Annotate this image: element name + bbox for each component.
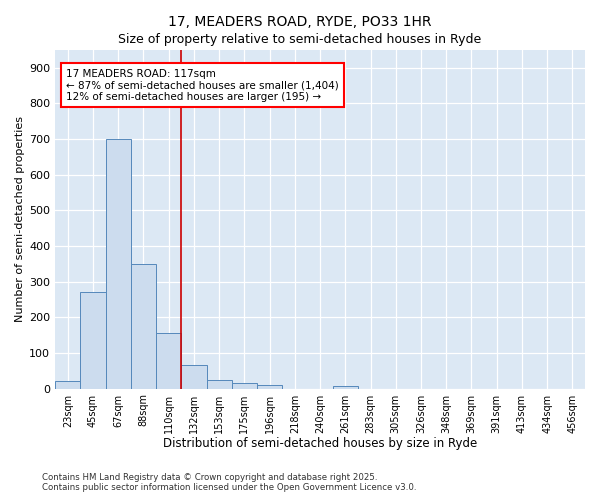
Bar	[232, 384, 257, 388]
Bar	[80, 292, 106, 388]
Text: 17, MEADERS ROAD, RYDE, PO33 1HR: 17, MEADERS ROAD, RYDE, PO33 1HR	[168, 15, 432, 29]
Bar	[131, 264, 156, 388]
Bar	[332, 386, 358, 388]
Bar	[156, 334, 181, 388]
Text: Size of property relative to semi-detached houses in Ryde: Size of property relative to semi-detach…	[118, 32, 482, 46]
Bar	[206, 380, 232, 388]
X-axis label: Distribution of semi-detached houses by size in Ryde: Distribution of semi-detached houses by …	[163, 437, 477, 450]
Text: Contains HM Land Registry data © Crown copyright and database right 2025.
Contai: Contains HM Land Registry data © Crown c…	[42, 473, 416, 492]
Bar	[257, 385, 282, 388]
Text: 17 MEADERS ROAD: 117sqm
← 87% of semi-detached houses are smaller (1,404)
12% of: 17 MEADERS ROAD: 117sqm ← 87% of semi-de…	[66, 68, 338, 102]
Bar	[55, 382, 80, 388]
Bar	[106, 139, 131, 388]
Bar	[181, 366, 206, 388]
Y-axis label: Number of semi-detached properties: Number of semi-detached properties	[15, 116, 25, 322]
